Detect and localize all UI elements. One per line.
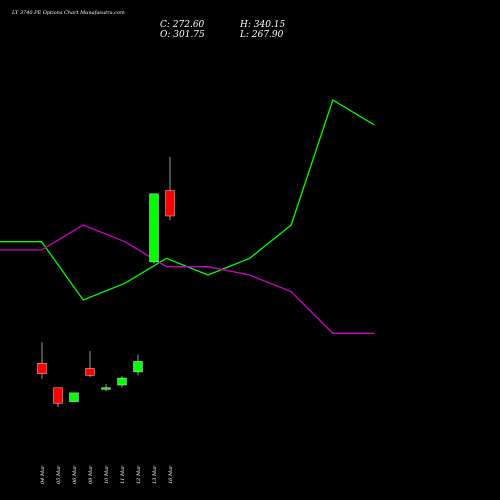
candle-5 xyxy=(117,376,127,388)
x-tick-label: 13 Mar xyxy=(152,465,158,484)
candle-body xyxy=(37,363,47,374)
x-tick-label: 12 Mar xyxy=(136,465,142,484)
chart-title: LT 3740 PE Options Chart Munafasutra.com xyxy=(11,10,125,16)
x-tick-label: 09 Mar xyxy=(88,465,94,484)
low-readout: L: 267.90 xyxy=(239,30,284,40)
x-tick-label: 11 Mar xyxy=(120,465,126,484)
candles xyxy=(37,157,175,407)
x-tick-label: 06 Mar xyxy=(72,465,78,484)
candle-1 xyxy=(53,387,63,407)
candle-body xyxy=(117,377,127,386)
open-readout: O: 301.75 xyxy=(160,30,205,40)
candle-body xyxy=(85,368,95,376)
candle-6 xyxy=(133,354,143,376)
overlay-line-2 xyxy=(0,224,375,334)
x-tick-label: 05 Mar xyxy=(56,465,62,484)
x-tick-label: 04 Mar xyxy=(40,465,46,484)
candle-body xyxy=(53,387,63,404)
candle-body xyxy=(69,392,79,402)
overlay-lines xyxy=(0,99,375,334)
candle-4 xyxy=(101,384,111,392)
close-readout: C: 272.60 xyxy=(160,20,205,30)
candle-body xyxy=(101,387,111,390)
candle-body xyxy=(165,190,175,217)
candle-7 xyxy=(149,193,159,264)
candle-3 xyxy=(85,350,95,378)
candle-0 xyxy=(37,342,47,379)
candle-8 xyxy=(165,157,175,221)
x-axis-ticks: 04 Mar 05 Mar 06 Mar 09 Mar 10 Mar 11 Mar 12 M… xyxy=(40,465,174,484)
high-readout: H: 340.15 xyxy=(239,20,286,30)
x-tick-label: 10 Mar xyxy=(104,465,110,484)
x-tick-label: 16 Mar xyxy=(168,465,174,484)
candle-body xyxy=(133,361,143,373)
candle-2 xyxy=(69,392,79,402)
overlay-line-1 xyxy=(0,99,375,301)
candle-body xyxy=(149,193,159,263)
